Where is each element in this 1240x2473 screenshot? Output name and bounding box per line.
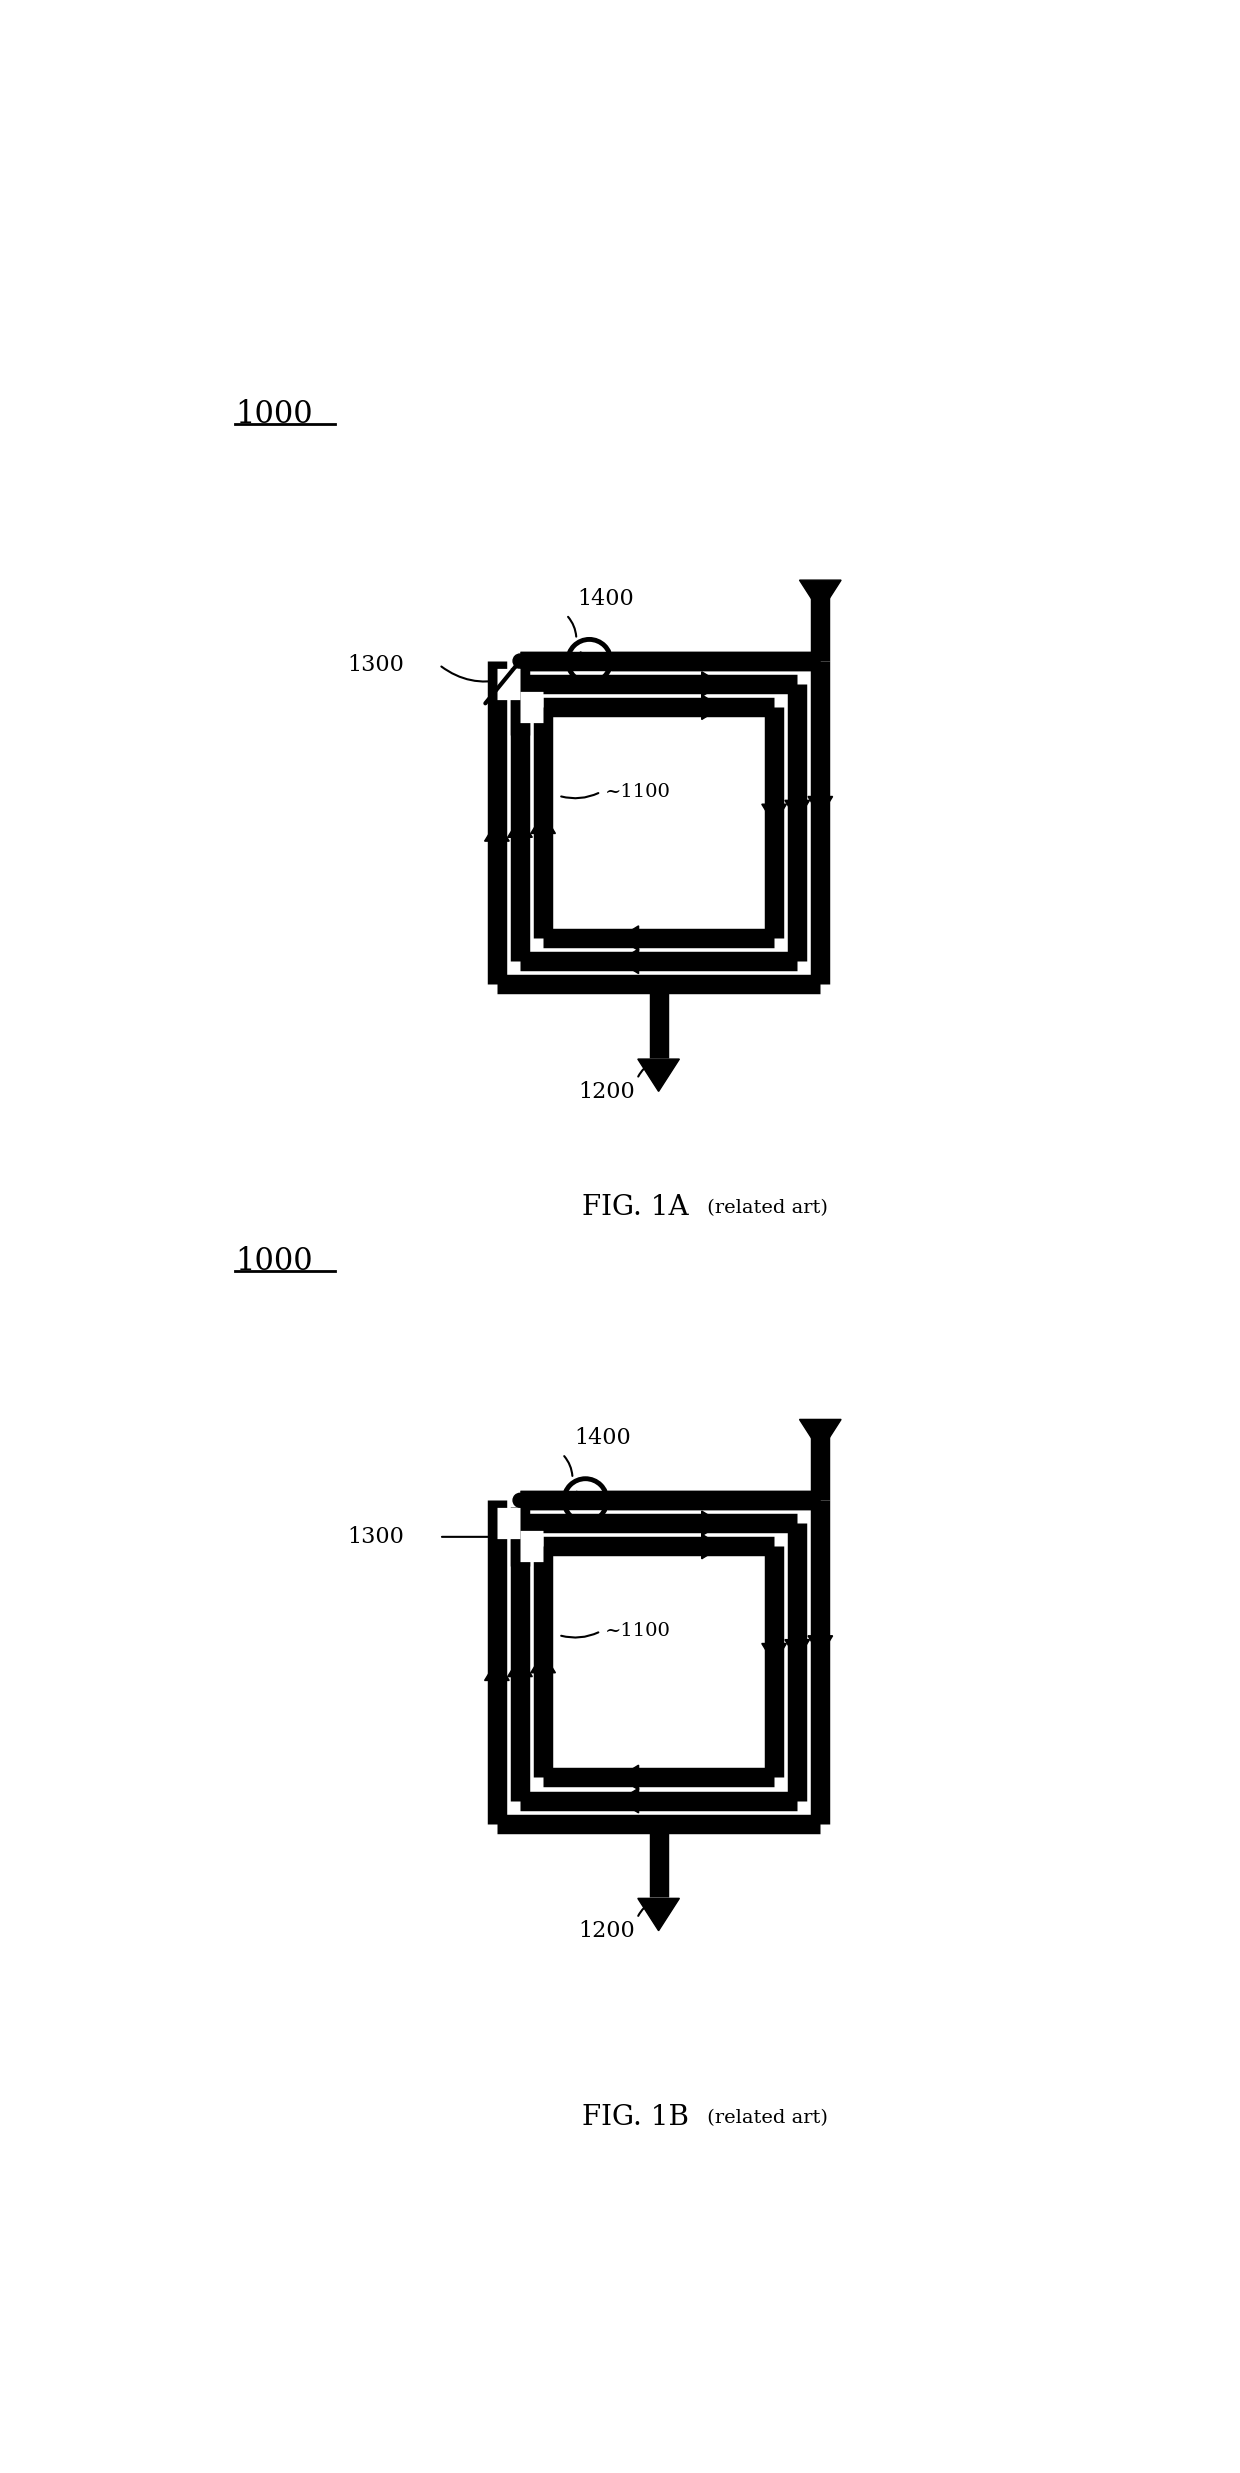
Text: 1300: 1300: [347, 653, 404, 675]
Text: ~1100: ~1100: [605, 1622, 671, 1640]
Text: 1400: 1400: [574, 1427, 631, 1449]
Polygon shape: [619, 1788, 639, 1813]
Polygon shape: [800, 581, 841, 613]
Text: 1400: 1400: [578, 589, 635, 611]
Text: FIG. 1A: FIG. 1A: [583, 1194, 688, 1222]
Polygon shape: [577, 1491, 599, 1509]
Circle shape: [513, 653, 527, 668]
Polygon shape: [485, 821, 510, 841]
Text: (related art): (related art): [701, 2109, 828, 2127]
Polygon shape: [761, 1645, 786, 1664]
Polygon shape: [485, 1659, 510, 1682]
Polygon shape: [507, 816, 532, 838]
Polygon shape: [808, 796, 832, 816]
Polygon shape: [619, 925, 639, 950]
Polygon shape: [702, 673, 722, 697]
Polygon shape: [702, 695, 722, 720]
Polygon shape: [580, 653, 603, 670]
Polygon shape: [507, 1657, 532, 1677]
Polygon shape: [800, 1420, 841, 1452]
Polygon shape: [637, 1058, 680, 1091]
Text: ~1100: ~1100: [605, 784, 671, 801]
Text: 1200: 1200: [579, 1919, 635, 1941]
Polygon shape: [531, 1652, 556, 1672]
Text: 1200: 1200: [579, 1081, 635, 1103]
Polygon shape: [702, 1533, 722, 1558]
Polygon shape: [761, 804, 786, 824]
Text: 1000: 1000: [236, 398, 312, 430]
Polygon shape: [619, 950, 639, 974]
Text: 1300: 1300: [347, 1526, 404, 1548]
Polygon shape: [785, 1640, 810, 1659]
Polygon shape: [808, 1635, 832, 1657]
Polygon shape: [531, 814, 556, 833]
Polygon shape: [637, 1899, 680, 1931]
Circle shape: [513, 734, 527, 749]
Circle shape: [513, 1494, 527, 1506]
Polygon shape: [619, 1766, 639, 1790]
Text: (related art): (related art): [701, 1199, 828, 1217]
Text: 1000: 1000: [236, 1246, 312, 1276]
Polygon shape: [702, 1511, 722, 1536]
Circle shape: [513, 1565, 527, 1580]
Polygon shape: [785, 801, 810, 821]
Text: FIG. 1B: FIG. 1B: [582, 2105, 689, 2132]
